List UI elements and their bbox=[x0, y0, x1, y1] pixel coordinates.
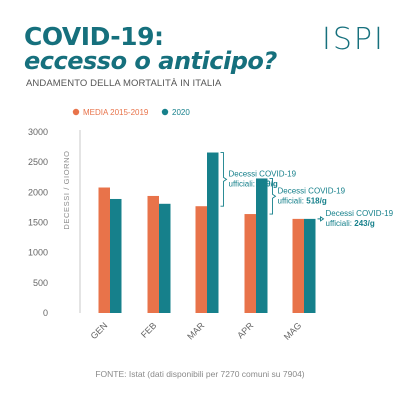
bars bbox=[98, 152, 316, 313]
x-tick-label: FEB bbox=[139, 320, 158, 339]
annotation-value: 518/g bbox=[306, 196, 327, 205]
chart-title-line-1: COVID-19: bbox=[24, 22, 164, 51]
bar-mar-series-0 bbox=[195, 206, 207, 313]
bar-feb-series-1 bbox=[159, 203, 171, 313]
y-tick-label: 1000 bbox=[28, 248, 48, 258]
x-tick-label: GEN bbox=[89, 320, 110, 341]
annotation-prefix: ufficiali: bbox=[326, 219, 355, 228]
annotation-prefix: ufficiali: bbox=[229, 179, 258, 188]
annotation-line-2: ufficiali: 399/g bbox=[229, 179, 278, 188]
bar-gen-series-0 bbox=[98, 187, 110, 313]
x-tick-label: MAG bbox=[282, 320, 304, 342]
legend: MEDIA 2015-2019 2020 bbox=[72, 108, 190, 117]
bar-apr-series-1 bbox=[256, 178, 268, 313]
y-tick-label: 2500 bbox=[28, 157, 48, 167]
annotation-bracket bbox=[269, 178, 277, 215]
y-tick-label: 2000 bbox=[28, 187, 48, 197]
chart-title-line-2: eccesso o anticipo? bbox=[24, 47, 277, 75]
y-axis-label: DECESSI / GIORNO bbox=[62, 150, 71, 229]
bar-gen-series-1 bbox=[110, 198, 122, 313]
annotation-bracket bbox=[220, 152, 228, 207]
annotation-line-1: Decessi COVID-19 bbox=[278, 186, 346, 195]
source-note: FONTE: Istat (dati disponibili per 7270 … bbox=[95, 369, 305, 379]
annotation-line-2: ufficiali: 518/g bbox=[278, 196, 327, 205]
x-axis: GEN FEB MAR APR MAG bbox=[89, 320, 304, 342]
bar-feb-series-0 bbox=[147, 195, 159, 313]
chart-subtitle: ANDAMENTO DELLA MORTALITÀ IN ITALIA bbox=[26, 78, 222, 89]
legend-marker-1 bbox=[161, 108, 169, 116]
annotation-value: 243/g bbox=[354, 219, 375, 228]
x-tick-label: MAR bbox=[185, 320, 207, 342]
bar-apr-series-0 bbox=[244, 214, 256, 313]
ispi-logo: ISPI bbox=[322, 22, 385, 57]
y-tick-label: 500 bbox=[33, 278, 48, 288]
annotation-bracket bbox=[317, 216, 325, 222]
y-tick-label: 1500 bbox=[28, 218, 48, 228]
bar-mag-series-1 bbox=[304, 218, 316, 313]
y-tick-label: 0 bbox=[43, 308, 48, 318]
y-axis: 0 500 1000 1500 2000 2500 3000 bbox=[28, 127, 81, 318]
annotation-prefix: ufficiali: bbox=[278, 196, 307, 205]
y-tick-label: 3000 bbox=[28, 127, 48, 137]
annotation-line-2: ufficiali: 243/g bbox=[326, 219, 375, 228]
annotation-value: 399/g bbox=[257, 179, 278, 188]
bar-mag-series-0 bbox=[292, 218, 304, 313]
annotation-line-1: Decessi COVID-19 bbox=[229, 169, 297, 178]
x-tick-label: APR bbox=[235, 320, 256, 341]
annotation-line-1: Decessi COVID-19 bbox=[326, 209, 394, 218]
legend-label-0: MEDIA 2015-2019 bbox=[83, 108, 149, 117]
legend-label-1: 2020 bbox=[172, 108, 190, 117]
legend-marker-0 bbox=[72, 108, 80, 116]
bar-mar-series-1 bbox=[207, 152, 219, 313]
